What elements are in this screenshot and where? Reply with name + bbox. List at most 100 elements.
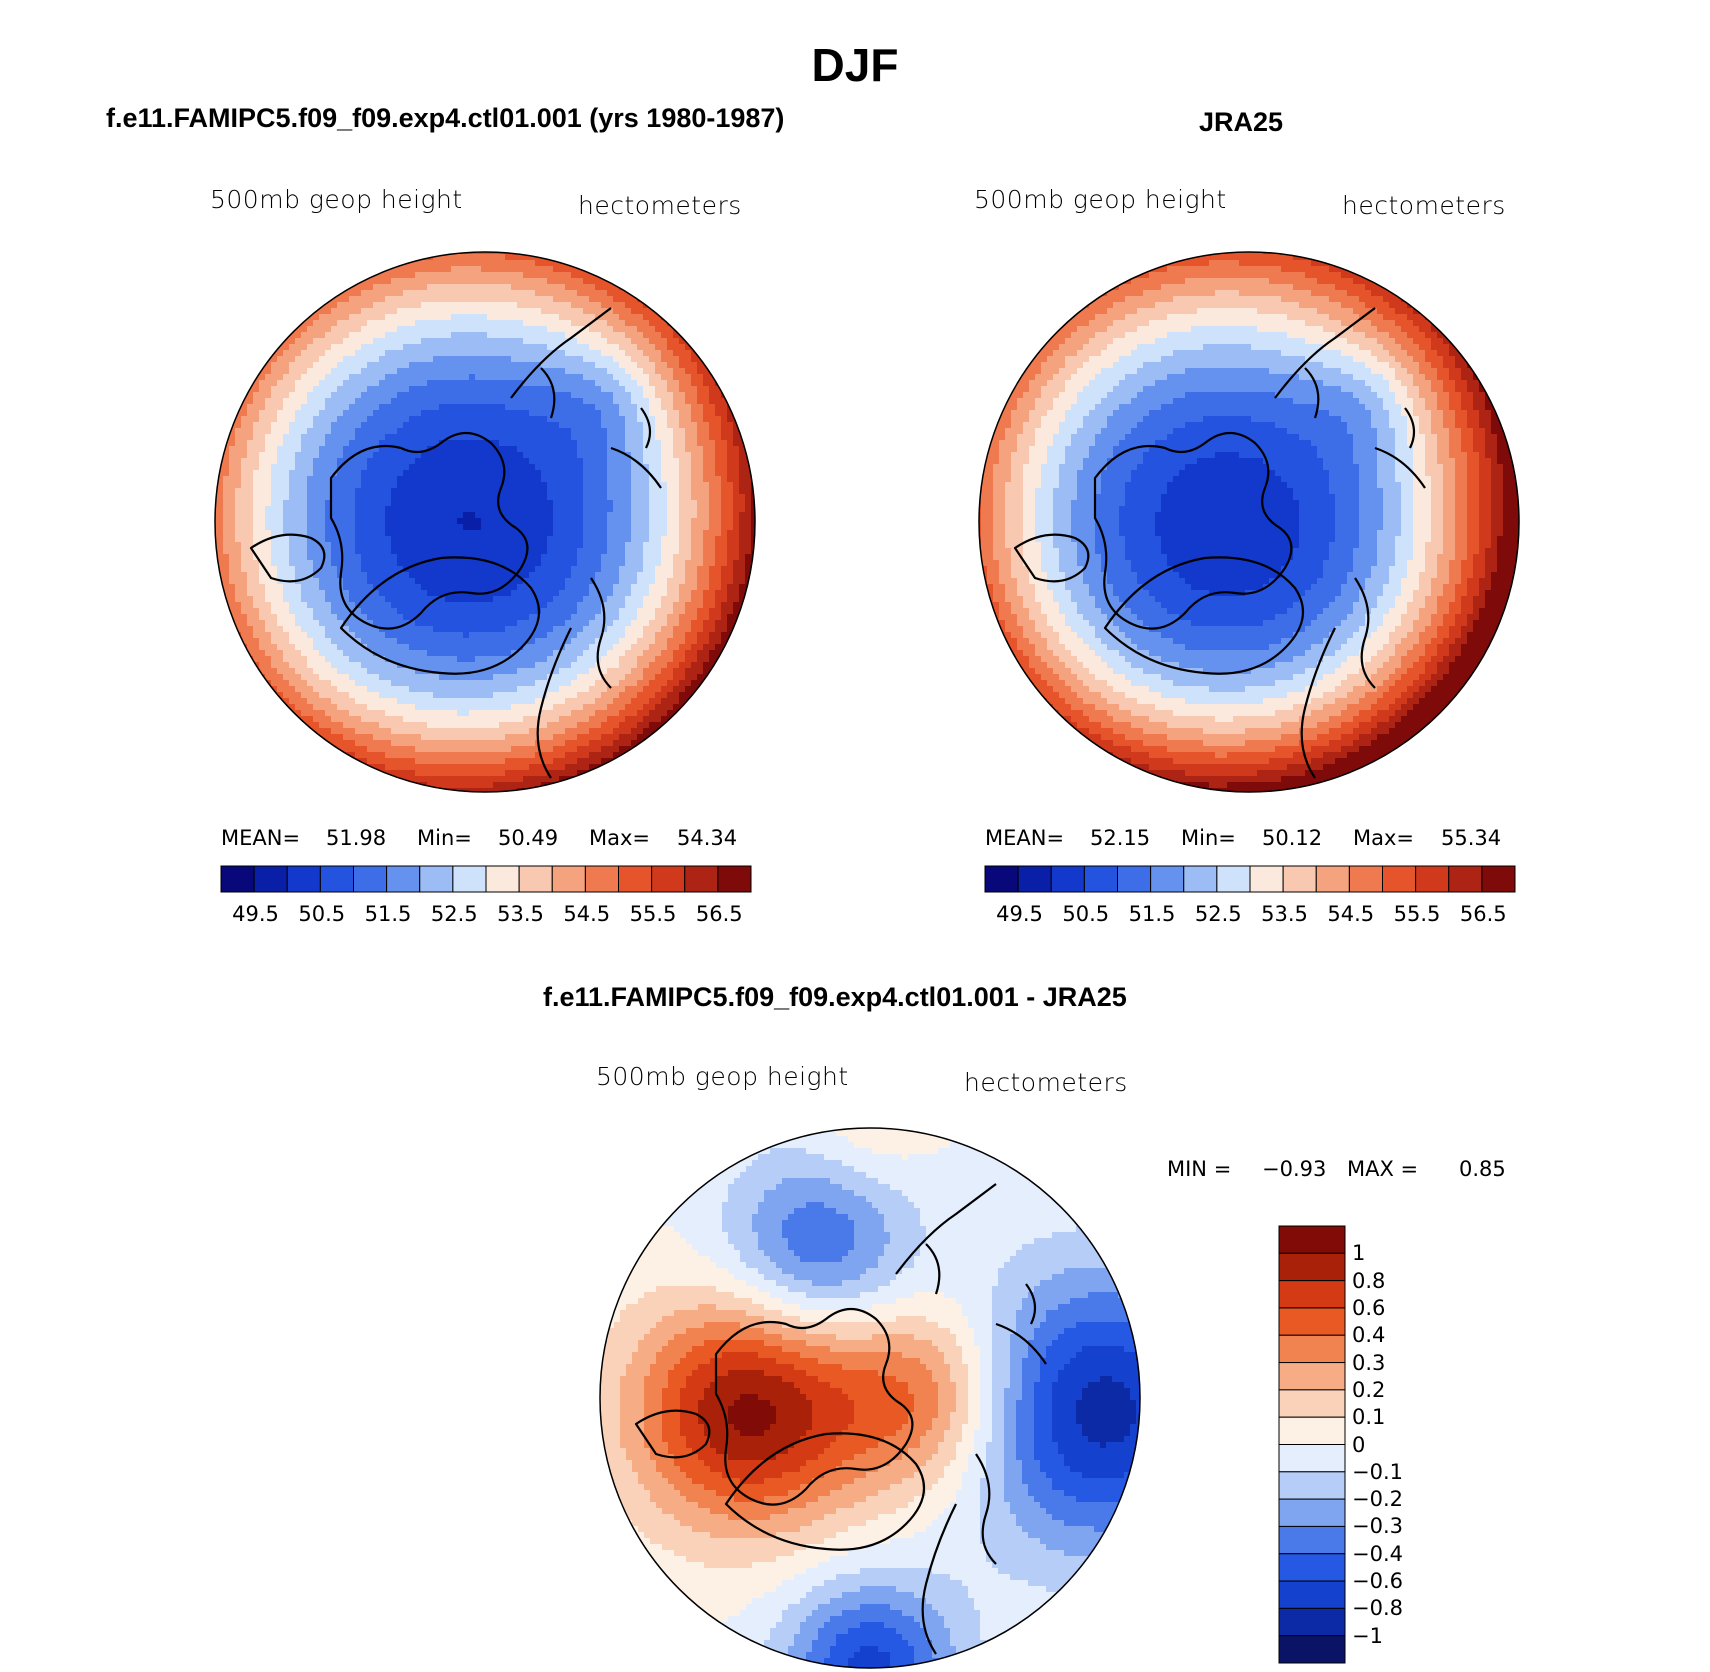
colorbar-tick-label: 55.5 <box>1394 902 1438 926</box>
colorbar-swatch <box>1279 1253 1345 1280</box>
panel-1-polar-map <box>211 248 759 796</box>
colorbar-swatch <box>420 866 453 892</box>
colorbar-swatch <box>685 866 718 892</box>
colorbar-tick-label: −0.4 <box>1352 1542 1403 1566</box>
panel-1-mean-value: 51.98 <box>326 826 386 850</box>
colorbar-tick-label: 51.5 <box>365 902 409 926</box>
panel-2-min-label: Min= <box>1181 826 1236 850</box>
colorbar-swatch <box>486 866 519 892</box>
panel-3-difference-map <box>596 1124 1144 1672</box>
panel-2-variable-label: 500mb geop height <box>974 185 1227 214</box>
panel-2-units-label: hectometers <box>1342 191 1506 220</box>
colorbar-tick-label: 52.5 <box>1195 902 1239 926</box>
colorbar-swatch <box>1279 1472 1345 1499</box>
colorbar-tick-label: 56.5 <box>1460 902 1504 926</box>
panel-3-min-label: MIN = <box>1167 1157 1231 1181</box>
colorbar-tick-label: 53.5 <box>497 902 541 926</box>
colorbar-swatch <box>354 866 387 892</box>
panel-1-min-value: 50.49 <box>498 826 558 850</box>
colorbar-tick-label: 55.5 <box>630 902 674 926</box>
colorbar-tick-label: 52.5 <box>431 902 475 926</box>
colorbar-swatch <box>1279 1526 1345 1553</box>
panel-3-max-value: 0.85 <box>1459 1157 1506 1181</box>
colorbar-swatch <box>1279 1335 1345 1362</box>
panel-3-units-label: hectometers <box>964 1068 1128 1097</box>
colorbar-swatch <box>1279 1417 1345 1444</box>
colorbar-swatch <box>985 866 1018 892</box>
colorbar-swatch <box>1118 866 1151 892</box>
panel-2-polar-map <box>975 248 1523 796</box>
colorbar-tick-label: 1 <box>1352 1241 1365 1265</box>
panel-1-max-label: Max= <box>589 826 650 850</box>
colorbar-tick-label: −0.1 <box>1352 1460 1403 1484</box>
colorbar-swatch <box>1217 866 1250 892</box>
colorbar-tick-label: 54.5 <box>563 902 607 926</box>
panel-2-max-value: 55.34 <box>1441 826 1501 850</box>
colorbar-swatch <box>1279 1308 1345 1335</box>
colorbar-tick-label: 49.5 <box>996 902 1040 926</box>
colorbar-tick-label: 56.5 <box>696 902 740 926</box>
colorbar-swatch <box>1279 1554 1345 1581</box>
colorbar-tick-label: 0.6 <box>1352 1296 1385 1320</box>
panel-3-max-label: MAX = <box>1347 1157 1418 1181</box>
colorbar-swatch <box>1316 866 1349 892</box>
colorbar-tick-label: −1 <box>1352 1624 1383 1648</box>
colorbar-tick-label: 49.5 <box>232 902 276 926</box>
colorbar-tick-label: 0.1 <box>1352 1405 1385 1429</box>
colorbar-swatch <box>552 866 585 892</box>
colorbar-tick-label: 53.5 <box>1261 902 1305 926</box>
colorbar-swatch <box>1051 866 1084 892</box>
panel-1-variable-label: 500mb geop height <box>210 185 463 214</box>
colorbar-swatch <box>652 866 685 892</box>
colorbar-swatch <box>387 866 420 892</box>
colorbar-swatch <box>1449 866 1482 892</box>
panel-1-colorbar <box>221 866 751 892</box>
colorbar-swatch <box>320 866 353 892</box>
colorbar-swatch <box>519 866 552 892</box>
colorbar-swatch <box>287 866 320 892</box>
colorbar-swatch <box>1383 866 1416 892</box>
panel-3-min-value: −0.93 <box>1262 1157 1326 1181</box>
panel-1-mean-label: MEAN= <box>221 826 300 850</box>
colorbar-swatch <box>718 866 751 892</box>
colorbar-swatch <box>585 866 618 892</box>
colorbar-swatch <box>1349 866 1382 892</box>
colorbar-swatch <box>1283 866 1316 892</box>
colorbar-tick-label: 0.3 <box>1352 1351 1385 1375</box>
colorbar-swatch <box>254 866 287 892</box>
panel-2-colorbar <box>985 866 1515 892</box>
colorbar-swatch <box>1279 1226 1345 1253</box>
panel-1-title: f.e11.FAMIPC5.f09_f09.exp4.ctl01.001 (yr… <box>106 103 784 134</box>
colorbar-swatch <box>1279 1499 1345 1526</box>
colorbar-swatch <box>221 866 254 892</box>
panel-2-min-value: 50.12 <box>1262 826 1322 850</box>
colorbar-tick-label: 51.5 <box>1129 902 1173 926</box>
colorbar-tick-label: 0 <box>1352 1433 1365 1457</box>
panel-3-variable-label: 500mb geop height <box>596 1062 849 1091</box>
panel-1-colorbar-ticks: 49.5 50.5 51.5 52.5 53.5 54.5 55.5 56.5 <box>221 902 751 928</box>
colorbar-tick-label: −0.2 <box>1352 1487 1403 1511</box>
colorbar-swatch <box>1250 866 1283 892</box>
panel-1-max-value: 54.34 <box>677 826 737 850</box>
colorbar-tick-label: −0.3 <box>1352 1514 1403 1538</box>
colorbar-tick-label: 0.4 <box>1352 1323 1385 1347</box>
colorbar-swatch <box>1279 1445 1345 1472</box>
panel-2-title: JRA25 <box>1199 107 1283 138</box>
panel-2-mean-label: MEAN= <box>985 826 1064 850</box>
colorbar-tick-label: 0.2 <box>1352 1378 1385 1402</box>
colorbar-swatch <box>1279 1581 1345 1608</box>
colorbar-swatch <box>1279 1390 1345 1417</box>
colorbar-swatch <box>1084 866 1117 892</box>
colorbar-tick-label: −0.8 <box>1352 1596 1403 1620</box>
colorbar-swatch <box>1279 1636 1345 1663</box>
colorbar-tick-label: 0.8 <box>1352 1269 1385 1293</box>
panel-1-min-label: Min= <box>417 826 472 850</box>
colorbar-swatch <box>1279 1608 1345 1635</box>
colorbar-swatch <box>1416 866 1449 892</box>
colorbar-swatch <box>1018 866 1051 892</box>
main-title: DJF <box>0 38 1710 92</box>
colorbar-tick-label: 50.5 <box>298 902 342 926</box>
colorbar-swatch <box>1151 866 1184 892</box>
panel-3-colorbar <box>1279 1226 1345 1663</box>
